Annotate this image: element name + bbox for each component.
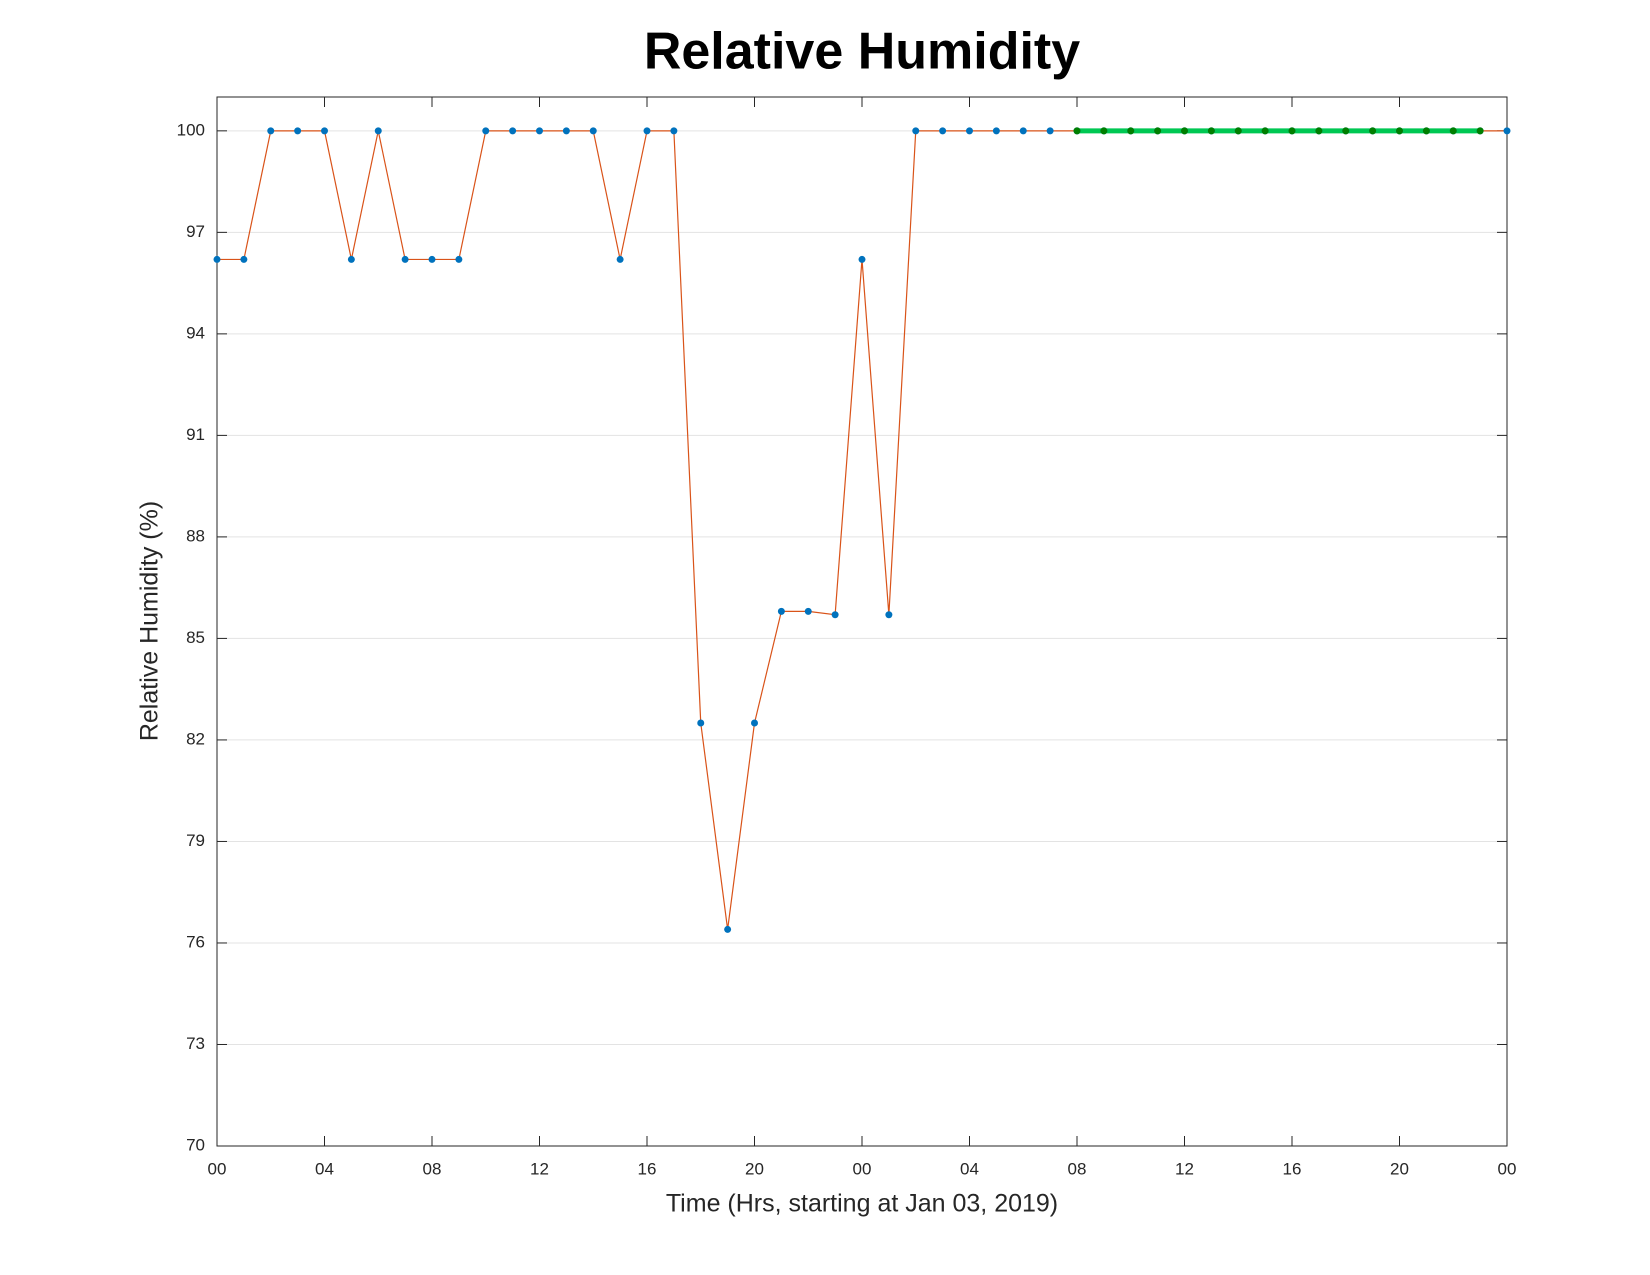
data-point <box>643 127 651 135</box>
data-point <box>1127 127 1135 135</box>
data-point <box>589 127 597 135</box>
data-point <box>858 255 866 263</box>
data-point <box>1073 127 1081 135</box>
data-point <box>1207 127 1215 135</box>
x-tick-label: 12 <box>530 1159 549 1178</box>
data-point <box>321 127 328 135</box>
y-tick-label: 94 <box>186 323 205 342</box>
data-point <box>831 611 839 619</box>
data-point <box>777 607 785 615</box>
data-point <box>294 127 302 135</box>
data-point <box>482 127 490 135</box>
data-point <box>804 607 812 615</box>
plot-frame <box>216 96 1508 1147</box>
data-point <box>536 127 543 135</box>
x-tick-label: 04 <box>960 1159 979 1178</box>
data-point <box>966 127 973 135</box>
data-point <box>1369 127 1377 135</box>
x-tick-label: 08 <box>423 1159 442 1178</box>
data-point <box>939 127 947 135</box>
data-point <box>1315 127 1323 135</box>
data-point <box>213 255 221 263</box>
x-tick-label: 20 <box>1390 1159 1409 1178</box>
y-tick-label: 79 <box>186 831 205 850</box>
y-tick-label: 97 <box>186 222 205 241</box>
x-tick-label: 16 <box>1283 1159 1302 1178</box>
data-point <box>724 925 732 933</box>
data-point <box>670 127 678 135</box>
data-point <box>455 255 463 263</box>
y-tick-label: 76 <box>186 932 205 951</box>
data-point <box>1100 127 1108 135</box>
data-point <box>1046 127 1054 135</box>
x-tick-label: 16 <box>638 1159 657 1178</box>
x-tick-label: 12 <box>1175 1159 1194 1178</box>
data-point <box>992 127 1000 135</box>
y-axis-label: Relative Humidity (%) <box>136 501 164 741</box>
data-point <box>1342 127 1350 135</box>
data-point <box>428 255 436 263</box>
chart-title: Relative Humidity <box>644 23 1080 81</box>
y-tick-label: 70 <box>186 1135 205 1154</box>
y-tick-label: 73 <box>186 1034 205 1053</box>
data-point <box>751 719 758 727</box>
data-point <box>1234 127 1242 135</box>
x-tick-label: 08 <box>1068 1159 1087 1178</box>
x-tick-label: 00 <box>208 1159 227 1178</box>
data-point <box>1019 127 1027 135</box>
data-point <box>240 255 248 263</box>
y-tick-label: 100 <box>177 120 205 139</box>
data-point <box>1154 127 1162 135</box>
data-point <box>1288 127 1296 135</box>
data-point <box>1181 127 1188 135</box>
data-point <box>697 719 705 727</box>
data-point <box>1476 127 1484 135</box>
data-point <box>1503 127 1511 135</box>
data-point <box>401 255 409 263</box>
y-tick-label: 85 <box>186 628 205 647</box>
x-tick-label: 04 <box>315 1159 334 1178</box>
data-point <box>912 127 920 135</box>
data-point <box>616 255 624 263</box>
x-tick-label: 00 <box>1498 1159 1517 1178</box>
data-point <box>347 255 355 263</box>
x-axis-label: Time (Hrs, starting at Jan 03, 2019) <box>666 1190 1058 1218</box>
x-tick-label: 00 <box>853 1159 872 1178</box>
data-point <box>267 127 275 135</box>
data-point <box>1449 127 1457 135</box>
data-point <box>885 611 893 619</box>
y-tick-label: 88 <box>186 526 205 545</box>
data-point <box>509 127 517 135</box>
x-tick-label: 20 <box>745 1159 764 1178</box>
data-point <box>562 127 570 135</box>
data-point <box>1422 127 1430 135</box>
data-point <box>1261 127 1269 135</box>
y-tick-label: 82 <box>186 729 205 748</box>
data-point <box>1396 127 1403 135</box>
data-point <box>374 127 382 135</box>
y-tick-label: 91 <box>186 425 205 444</box>
